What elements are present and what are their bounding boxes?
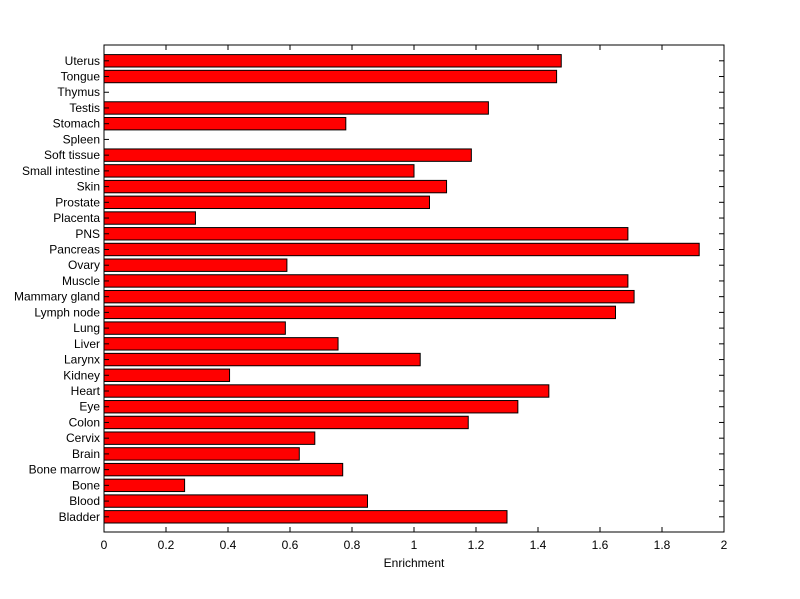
y-tick-label: Bone marrow	[29, 463, 101, 477]
bar	[103, 289, 635, 304]
bar	[103, 54, 562, 68]
y-tick-label: Larynx	[64, 353, 100, 367]
y-tick-label: Cervix	[66, 431, 100, 445]
x-tick-label: 0.4	[220, 538, 237, 552]
bar	[103, 69, 558, 84]
x-tick-label: 0.6	[282, 538, 299, 552]
bar	[103, 227, 629, 241]
y-tick-label: Liver	[74, 337, 100, 351]
bar	[103, 211, 196, 225]
y-tick-label: PNS	[75, 227, 100, 241]
y-tick-label: Blood	[69, 494, 100, 508]
bar	[103, 368, 231, 382]
y-tick-label: Mammary gland	[14, 290, 100, 304]
y-tick-label: Pancreas	[49, 242, 100, 256]
y-tick-label: Heart	[71, 384, 101, 398]
y-tick-label: Soft tissue	[44, 148, 100, 162]
bar	[103, 195, 430, 210]
bar	[103, 164, 415, 178]
bar	[103, 400, 519, 414]
y-tick-label: Uterus	[65, 54, 100, 68]
y-tick-label: Bone	[72, 478, 100, 492]
y-tick-label: Small intestine	[22, 164, 100, 178]
bar	[103, 510, 508, 524]
bar	[103, 148, 472, 162]
bar	[103, 494, 368, 508]
y-tick-label: Stomach	[53, 117, 100, 131]
bar	[103, 116, 347, 131]
y-tick-label: Brain	[72, 447, 100, 461]
bar	[103, 258, 288, 272]
x-tick-label: 1.8	[654, 538, 671, 552]
bar	[103, 462, 344, 477]
bar	[103, 384, 550, 398]
y-tick-label: Lung	[73, 321, 100, 335]
x-axis-label: Enrichment	[384, 556, 445, 570]
bar	[103, 274, 629, 288]
bar	[103, 337, 339, 351]
x-tick-label: 2	[721, 538, 728, 552]
bar	[103, 352, 421, 367]
x-tick-label: 1.2	[468, 538, 485, 552]
bar	[103, 415, 469, 430]
y-tick-label: Kidney	[63, 368, 100, 382]
bar	[103, 431, 316, 445]
bar	[103, 305, 616, 320]
bar	[103, 478, 186, 493]
y-tick-label: Thymus	[57, 85, 100, 99]
bar	[103, 447, 300, 461]
y-tick-label: Colon	[69, 415, 100, 429]
y-tick-label: Muscle	[62, 274, 100, 288]
y-tick-label: Placenta	[53, 211, 100, 225]
y-tick-label: Testis	[69, 101, 100, 115]
bar	[103, 321, 286, 335]
bar	[103, 242, 700, 257]
bar	[103, 179, 448, 194]
y-tick-label: Spleen	[63, 132, 100, 146]
y-tick-label: Ovary	[68, 258, 100, 272]
bar	[103, 101, 489, 115]
y-tick-label: Eye	[79, 400, 100, 414]
x-tick-label: 1.6	[592, 538, 609, 552]
y-tick-label: Prostate	[55, 195, 100, 209]
y-tick-label: Lymph node	[34, 305, 100, 319]
y-tick-label: Tongue	[61, 70, 101, 84]
x-tick-label: 0.2	[158, 538, 175, 552]
x-tick-label: 0.8	[344, 538, 361, 552]
y-tick-label: Bladder	[59, 510, 100, 524]
x-tick-label: 1	[411, 538, 418, 552]
x-tick-label: 1.4	[530, 538, 547, 552]
x-tick-label: 0	[101, 538, 108, 552]
y-tick-label: Skin	[77, 180, 100, 194]
